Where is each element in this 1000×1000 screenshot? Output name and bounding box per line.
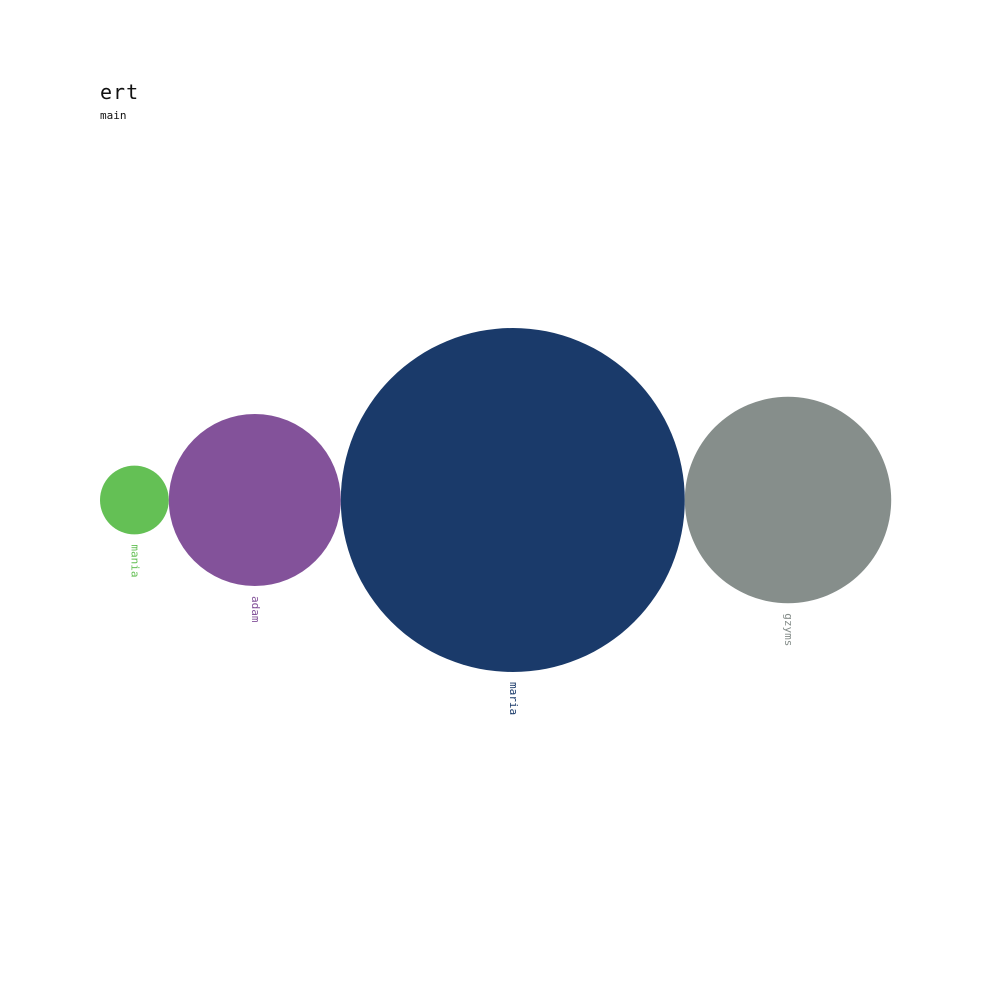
- chart-title: ert: [100, 80, 140, 104]
- bubble-label-maria: maria: [507, 682, 520, 715]
- bubble-label-adam: adam: [249, 596, 262, 623]
- bubble-label-gzyms: gzyms: [782, 613, 795, 646]
- bubble-maria: [340, 328, 685, 672]
- chart-subtitle: main: [100, 109, 127, 122]
- bubble-gzyms: [684, 396, 892, 604]
- bubble-label-mania: mania: [128, 544, 141, 577]
- bubble-mania: [99, 465, 169, 535]
- bubble-adam: [168, 414, 341, 586]
